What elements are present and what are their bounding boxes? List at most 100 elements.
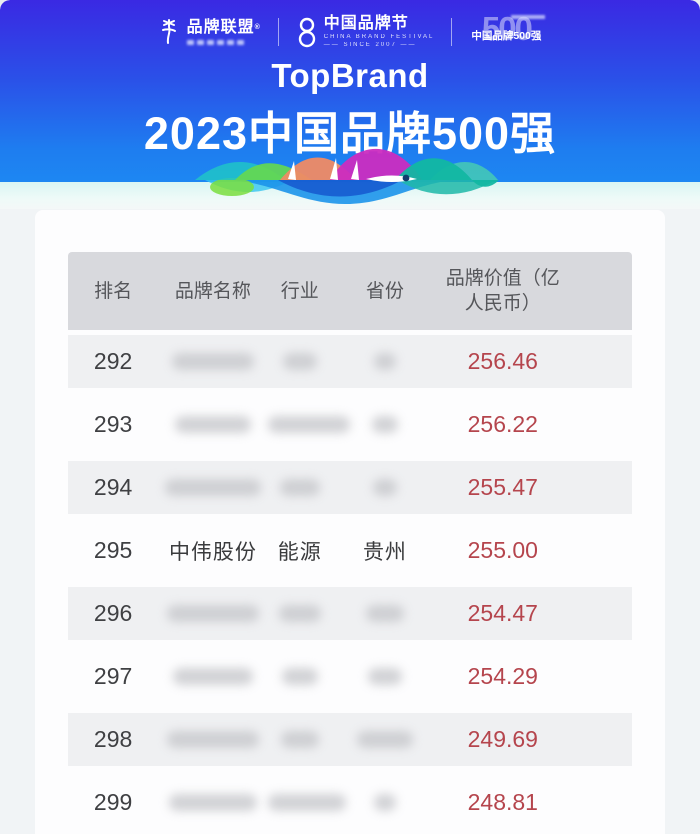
brand-cell (158, 728, 267, 752)
redacted-province (373, 794, 396, 812)
redacted-brand (166, 605, 259, 623)
row-stripe (68, 335, 632, 388)
brand-cell: 中伟股份 (168, 540, 257, 564)
redacted-brand (168, 794, 257, 812)
table-row: 297 254.29 (68, 645, 632, 708)
logo-divider (277, 18, 279, 46)
china-brand-festival-logo: 中国品牌节 CHINA BRAND FESTIVAL —— SINCE 2007… (296, 15, 435, 49)
hero-banner: 品牌联盟® 中国品牌节 CHINA BRAND FESTIVAL —— SINC… (0, 0, 700, 182)
brand-cell (158, 791, 267, 815)
brand-cell (158, 602, 267, 626)
rank-cell: 299 (93, 789, 133, 815)
aqua-fade-band (0, 182, 700, 209)
header-industry: 行业 (280, 280, 319, 302)
redacted-brand (164, 479, 261, 497)
province-cell (332, 413, 438, 437)
table-row: 294 255.47 (68, 456, 632, 519)
rank-cell: 294 (93, 474, 133, 500)
rank-cell: 293 (93, 411, 133, 437)
industry-cell (268, 728, 332, 752)
festival-sub-en: CHINA BRAND FESTIVAL (323, 34, 435, 40)
redacted-brand (166, 731, 259, 749)
industry-cell (267, 413, 350, 437)
redacted-brand (171, 353, 254, 371)
table-row: 298 249.69 (68, 708, 632, 771)
redacted-province (367, 668, 402, 686)
rank-cell: 295 (93, 537, 133, 563)
industry-cell (268, 665, 332, 689)
rank-cell: 292 (93, 348, 133, 374)
festival-label: 中国品牌节 (323, 15, 409, 32)
row-stripe (68, 587, 632, 640)
redacted-brand (172, 668, 253, 686)
header-value: 品牌价值（亿 人民币） (445, 268, 560, 314)
redacted-industry (281, 668, 318, 686)
industry-cell: 能源 (277, 540, 322, 564)
value-cell: 254.47 (467, 600, 538, 626)
title-topbrand: TopBrand (271, 57, 429, 94)
redacted-province (365, 605, 404, 623)
redacted-province (356, 731, 413, 749)
blurred-small-text (511, 15, 546, 19)
province-cell (332, 350, 438, 374)
province-cell (332, 602, 438, 626)
province-cell (332, 476, 438, 500)
dancing-figure-icon (161, 19, 176, 44)
blurred-tagline (186, 40, 261, 45)
table-row: 295 中伟股份 能源 贵州 255.00 (68, 519, 632, 582)
row-stripe (68, 461, 632, 514)
header-brand: 品牌名称 (174, 280, 251, 302)
header-rank: 排名 (94, 280, 133, 302)
redacted-province (371, 416, 398, 434)
logo-bar: 品牌联盟® 中国品牌节 CHINA BRAND FESTIVAL —— SINC… (0, 0, 700, 51)
redacted-industry (267, 794, 346, 812)
rank-cell: 297 (93, 663, 133, 689)
table-card: 排名 品牌名称 行业 省份 品牌价值（亿 人民币） 292 256.46 293 (35, 210, 665, 834)
redacted-province (372, 479, 397, 497)
redacted-industry (279, 479, 320, 497)
value-cell: 254.29 (467, 663, 538, 689)
registered-mark: ® (254, 24, 261, 31)
top500-label: 中国品牌500强 (471, 30, 542, 42)
redacted-industry (280, 731, 319, 749)
brand-cell (158, 413, 267, 437)
value-cell: 255.00 (467, 537, 538, 563)
brand-alliance-label: 品牌联盟® (186, 19, 261, 36)
redacted-industry (267, 416, 350, 434)
figure-eight-icon (298, 17, 315, 48)
header-province: 省份 (365, 280, 404, 302)
value-cell: 256.46 (467, 348, 538, 374)
logo-divider (451, 18, 453, 46)
table-row: 293 256.22 (68, 393, 632, 456)
rank-cell: 298 (93, 726, 133, 752)
redacted-brand (174, 416, 251, 434)
brand-alliance-logo: 品牌联盟® (157, 16, 261, 48)
province-cell (332, 728, 438, 752)
redacted-industry (282, 353, 317, 371)
top500-logo: 500 中国品牌500强 (469, 10, 546, 51)
redacted-province (373, 353, 396, 371)
redacted-industry (278, 605, 321, 623)
value-cell: 248.81 (467, 789, 538, 815)
province-cell (332, 665, 438, 689)
ranking-table: 排名 品牌名称 行业 省份 品牌价值（亿 人民币） 292 256.46 293 (68, 252, 632, 834)
value-cell: 256.22 (467, 411, 538, 437)
title-2023-china-brand-500: 2023中国品牌500强 (143, 108, 557, 159)
table-body: 292 256.46 293 256.22 294 255.47 29 (68, 330, 632, 834)
industry-cell (268, 476, 332, 500)
brand-cell (158, 350, 267, 374)
industry-cell (268, 602, 332, 626)
brand-cell (158, 476, 267, 500)
value-cell: 249.69 (467, 726, 538, 752)
province-cell: 贵州 (362, 540, 407, 564)
rank-cell: 296 (93, 600, 133, 626)
table-header-row: 排名 品牌名称 行业 省份 品牌价值（亿 人民币） (68, 252, 632, 330)
industry-cell (268, 350, 332, 374)
brand-cell (158, 665, 267, 689)
industry-cell (267, 791, 346, 815)
table-row: 296 254.47 (68, 582, 632, 645)
province-cell (332, 791, 438, 815)
table-row: 292 256.46 (68, 330, 632, 393)
value-cell: 255.47 (467, 474, 538, 500)
